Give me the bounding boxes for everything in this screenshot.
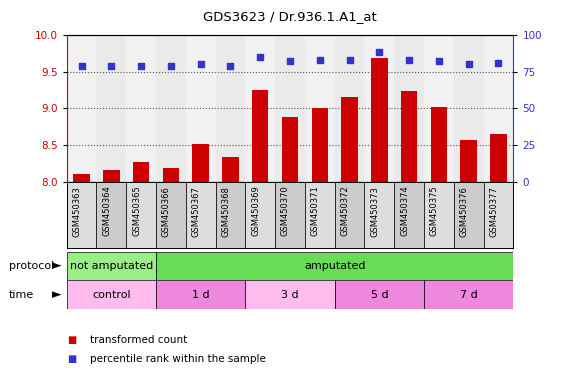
- Bar: [424, 182, 454, 248]
- Bar: [454, 182, 484, 248]
- Point: [464, 61, 473, 67]
- Bar: [311, 108, 328, 182]
- Bar: [67, 280, 156, 309]
- Point: [285, 58, 295, 64]
- Bar: [245, 182, 275, 248]
- Text: GSM450373: GSM450373: [370, 186, 379, 237]
- Bar: [216, 182, 245, 248]
- Bar: [156, 280, 245, 309]
- Bar: [394, 182, 424, 248]
- Bar: [454, 35, 484, 182]
- Bar: [461, 139, 477, 182]
- Point: [375, 49, 384, 55]
- Text: GSM450365: GSM450365: [132, 186, 141, 237]
- Text: 1 d: 1 d: [192, 290, 209, 300]
- Bar: [252, 90, 269, 182]
- Point: [404, 56, 414, 63]
- Bar: [186, 35, 216, 182]
- Bar: [126, 182, 156, 248]
- Text: GSM450368: GSM450368: [222, 186, 230, 237]
- Point: [136, 63, 146, 69]
- Point: [166, 63, 176, 69]
- Text: GSM450376: GSM450376: [459, 186, 469, 237]
- Text: 5 d: 5 d: [371, 290, 388, 300]
- Text: GSM450363: GSM450363: [72, 186, 82, 237]
- Bar: [275, 35, 305, 182]
- Bar: [275, 182, 305, 248]
- Point: [196, 61, 205, 67]
- Text: GDS3623 / Dr.936.1.A1_at: GDS3623 / Dr.936.1.A1_at: [203, 10, 377, 23]
- Bar: [245, 280, 335, 309]
- Bar: [490, 134, 506, 182]
- Bar: [364, 182, 394, 248]
- Bar: [193, 144, 209, 182]
- Point: [256, 54, 265, 60]
- Bar: [67, 35, 96, 182]
- Text: GSM450377: GSM450377: [490, 186, 498, 237]
- Text: GSM450370: GSM450370: [281, 186, 290, 237]
- Bar: [103, 170, 119, 182]
- Bar: [186, 182, 216, 248]
- Point: [345, 56, 354, 63]
- Bar: [335, 35, 364, 182]
- Bar: [245, 35, 275, 182]
- Text: GSM450372: GSM450372: [340, 186, 350, 237]
- Bar: [371, 58, 387, 182]
- Text: time: time: [9, 290, 34, 300]
- Bar: [96, 182, 126, 248]
- Bar: [305, 35, 335, 182]
- Text: ►: ►: [52, 260, 61, 272]
- Text: not amputated: not amputated: [70, 261, 153, 271]
- Bar: [163, 168, 179, 182]
- Text: amputated: amputated: [304, 261, 365, 271]
- Text: 7 d: 7 d: [460, 290, 477, 300]
- Text: ■: ■: [67, 335, 76, 345]
- Bar: [74, 174, 90, 182]
- Bar: [484, 182, 513, 248]
- Text: percentile rank within the sample: percentile rank within the sample: [90, 354, 266, 364]
- Bar: [156, 252, 513, 280]
- Text: control: control: [92, 290, 130, 300]
- Point: [434, 58, 444, 64]
- Point: [107, 63, 116, 69]
- Point: [315, 56, 324, 63]
- Point: [77, 63, 86, 69]
- Bar: [216, 35, 245, 182]
- Bar: [424, 280, 513, 309]
- Bar: [431, 107, 447, 182]
- Bar: [401, 91, 417, 182]
- Bar: [342, 98, 358, 182]
- Text: ►: ►: [52, 288, 61, 301]
- Point: [494, 60, 503, 66]
- Bar: [364, 35, 394, 182]
- Bar: [222, 157, 238, 182]
- Bar: [96, 35, 126, 182]
- Text: GSM450364: GSM450364: [102, 186, 111, 237]
- Text: ■: ■: [67, 354, 76, 364]
- Text: transformed count: transformed count: [90, 335, 187, 345]
- Bar: [133, 162, 149, 182]
- Text: GSM450369: GSM450369: [251, 186, 260, 237]
- Text: GSM450375: GSM450375: [430, 186, 439, 237]
- Bar: [424, 35, 454, 182]
- Point: [226, 63, 235, 69]
- Text: GSM450371: GSM450371: [311, 186, 320, 237]
- Text: protocol: protocol: [9, 261, 54, 271]
- Bar: [484, 35, 513, 182]
- Bar: [67, 252, 156, 280]
- Bar: [335, 280, 424, 309]
- Text: GSM450366: GSM450366: [162, 186, 171, 237]
- Text: 3 d: 3 d: [281, 290, 299, 300]
- Bar: [126, 35, 156, 182]
- Bar: [335, 182, 364, 248]
- Bar: [305, 182, 335, 248]
- Bar: [67, 182, 96, 248]
- Text: GSM450367: GSM450367: [191, 186, 201, 237]
- Bar: [156, 182, 186, 248]
- Text: GSM450374: GSM450374: [400, 186, 409, 237]
- Bar: [282, 118, 298, 182]
- Bar: [394, 35, 424, 182]
- Bar: [156, 35, 186, 182]
